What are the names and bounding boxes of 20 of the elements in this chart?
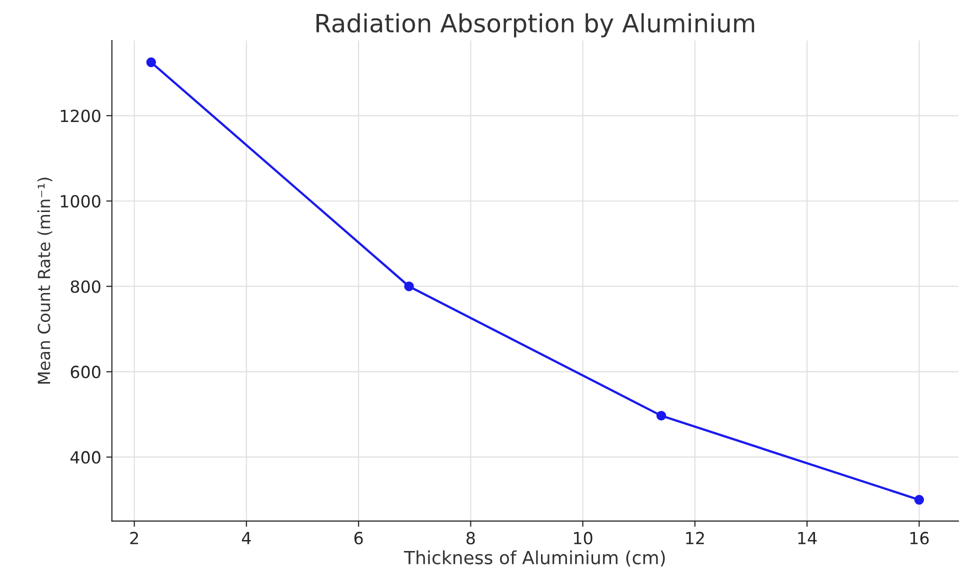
point [656, 410, 666, 421]
point [146, 57, 156, 68]
x-tick-label: 14 [798, 532, 817, 544]
x-tick-label: 8 [466, 532, 475, 544]
y-tick-label: 1200 [60, 110, 100, 122]
x-axis-title: Thickness of Aluminium (cm) [404, 550, 665, 567]
x-tick-label: 4 [242, 532, 251, 544]
y-tick-label: 800 [70, 280, 100, 293]
point [914, 494, 924, 505]
y-tick-label: 400 [70, 451, 100, 464]
chart-title: Radiation Absorption by Aluminium [316, 13, 754, 38]
x-tick-label: 16 [910, 532, 929, 544]
x-tick-label: 12 [686, 532, 704, 544]
x-tick-label: 10 [574, 532, 592, 544]
x-tick-label: 2 [130, 532, 138, 544]
y-tick-label: 1000 [60, 194, 100, 208]
y-axis-title: Mean Count Rate (min⁻¹) [37, 178, 52, 384]
x-tick-label: 6 [354, 532, 363, 544]
y-tick-label: 600 [70, 366, 100, 378]
point [404, 282, 414, 292]
